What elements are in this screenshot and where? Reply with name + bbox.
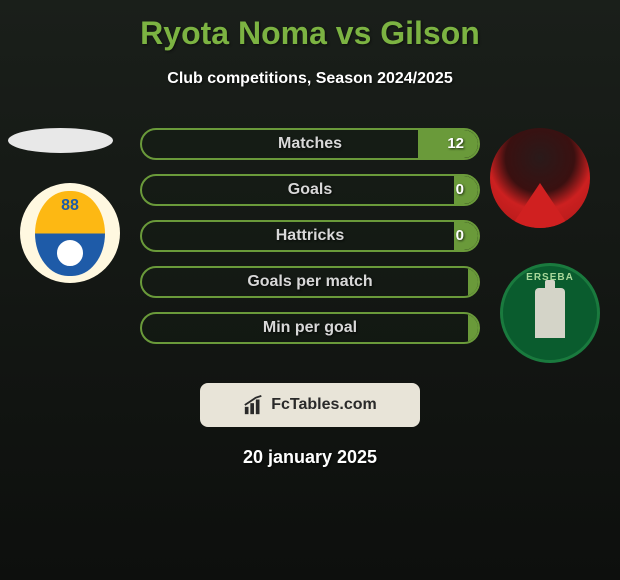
stat-bars: Matches 12 Goals 0 Hattricks 0 Goals per… (140, 128, 480, 358)
stat-row-goals: Goals 0 (140, 174, 480, 206)
date-label: 20 january 2025 (0, 447, 620, 468)
stat-row-hattricks: Hattricks 0 (140, 220, 480, 252)
stat-label: Min per goal (142, 314, 478, 342)
club-left-shield: 88 (35, 191, 105, 276)
monument-icon (535, 288, 565, 338)
branding-text: FcTables.com (271, 396, 377, 414)
stat-value-right: 0 (456, 222, 464, 250)
stat-label: Goals (142, 176, 478, 204)
stat-row-matches: Matches 12 (140, 128, 480, 160)
stat-value-right: 12 (447, 130, 464, 158)
stats-area: 88 ERSEBA Matches 12 Goals 0 Hattricks (0, 123, 620, 373)
club-right-badge: ERSEBA (500, 263, 600, 363)
soccer-ball-icon (55, 238, 85, 268)
player-right-avatar (490, 128, 590, 228)
chart-icon (243, 394, 265, 416)
page-container: Ryota Noma vs Gilson Club competitions, … (0, 0, 620, 478)
stat-row-mpg: Min per goal (140, 312, 480, 344)
stat-value-right: 0 (456, 176, 464, 204)
stat-label: Hattricks (142, 222, 478, 250)
stat-row-gpm: Goals per match (140, 266, 480, 298)
page-subtitle: Club competitions, Season 2024/2025 (0, 70, 620, 88)
page-title: Ryota Noma vs Gilson (0, 15, 620, 52)
branding-box: FcTables.com (200, 383, 420, 427)
club-left-badge: 88 (20, 183, 120, 283)
stat-label: Matches (142, 130, 478, 158)
player-left-avatar (8, 128, 113, 153)
club-left-number: 88 (61, 197, 79, 215)
stat-label: Goals per match (142, 268, 478, 296)
